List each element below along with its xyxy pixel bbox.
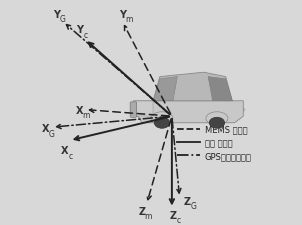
Polygon shape xyxy=(133,101,153,117)
Text: X: X xyxy=(76,105,83,115)
FancyBboxPatch shape xyxy=(130,102,137,118)
Text: c: c xyxy=(84,31,88,40)
Text: c: c xyxy=(177,216,181,224)
Legend: MEMS 坐标系, 车体 坐标系, GPS表示的地理系: MEMS 坐标系, 车体 坐标系, GPS表示的地理系 xyxy=(177,125,252,160)
Text: c: c xyxy=(68,151,72,160)
Text: G: G xyxy=(191,201,196,210)
Polygon shape xyxy=(153,77,177,101)
Text: Y: Y xyxy=(119,10,126,20)
Text: X: X xyxy=(42,124,49,134)
Polygon shape xyxy=(133,101,243,123)
Text: G: G xyxy=(49,129,55,138)
Text: Y: Y xyxy=(76,25,83,35)
Text: G: G xyxy=(60,15,66,24)
Text: Y: Y xyxy=(53,10,60,20)
Ellipse shape xyxy=(131,101,246,119)
Text: m: m xyxy=(145,211,152,220)
Ellipse shape xyxy=(154,118,170,129)
Text: Z: Z xyxy=(184,196,191,206)
Text: X: X xyxy=(60,146,68,155)
Ellipse shape xyxy=(209,118,225,129)
Text: m: m xyxy=(125,15,132,24)
Polygon shape xyxy=(153,73,232,101)
Text: Z: Z xyxy=(139,206,146,216)
Text: Z: Z xyxy=(169,210,177,220)
Text: m: m xyxy=(82,110,89,119)
Polygon shape xyxy=(208,77,232,101)
